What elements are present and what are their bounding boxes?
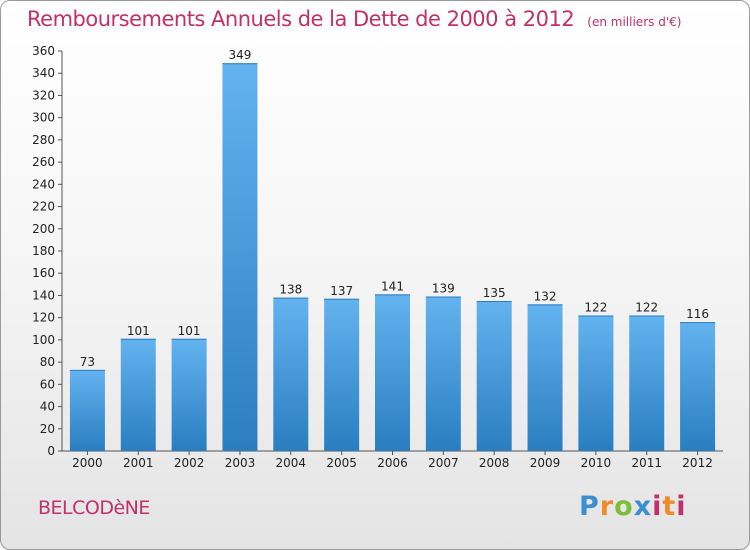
x-tick-label: 2012	[682, 456, 713, 470]
bar	[578, 315, 614, 451]
data-label: 138	[279, 283, 302, 297]
bar	[324, 298, 360, 451]
x-tick-label: 2006	[377, 456, 408, 470]
y-tick-label: 220	[32, 200, 55, 214]
chart-bars: 73 101 101 349 138 137 141 139 135 132 122 122 116	[69, 48, 716, 451]
x-tick-label: 2001	[123, 456, 154, 470]
y-tick-label: 360	[32, 44, 55, 58]
y-tick-label: 100	[32, 333, 55, 347]
x-tick-label: 2000	[72, 456, 103, 470]
x-tick-label: 2003	[225, 456, 256, 470]
y-tick-label: 300	[32, 111, 55, 125]
y-tick-label: 320	[32, 88, 55, 102]
proxiti-logo[interactable]: Proxiti	[579, 491, 687, 522]
x-tick-label: 2007	[428, 456, 459, 470]
bar	[375, 294, 410, 451]
chart-unit: (en milliers d'€)	[587, 15, 682, 29]
x-tick-label: 2002	[174, 456, 205, 470]
bar	[273, 297, 309, 451]
y-tick-label: 60	[40, 377, 55, 391]
y-tick-label: 120	[32, 311, 55, 325]
data-label: 73	[80, 355, 95, 369]
y-tick-label: 280	[32, 133, 55, 147]
data-label: 137	[330, 284, 353, 298]
y-tick-label: 260	[32, 155, 55, 169]
bar	[425, 296, 461, 451]
bar	[69, 369, 105, 451]
bar	[476, 301, 512, 451]
data-label: 141	[381, 279, 404, 293]
x-tick-label: 2008	[479, 456, 510, 470]
y-tick-label: 200	[32, 222, 55, 236]
bar	[171, 338, 207, 451]
y-tick-label: 20	[40, 422, 55, 436]
data-label: 116	[686, 307, 709, 321]
chart-title-text: Remboursements Annuels de la Dette de 20…	[27, 7, 575, 31]
y-tick-label: 180	[32, 244, 55, 258]
x-tick-label: 2005	[326, 456, 357, 470]
x-tick-label: 2004	[276, 456, 307, 470]
bar	[680, 322, 716, 451]
commune-name: BELCODèNE	[38, 497, 150, 519]
data-label: 135	[483, 286, 506, 300]
bar	[120, 338, 156, 451]
y-tick-label: 160	[32, 266, 55, 280]
chart-title: Remboursements Annuels de la Dette de 20…	[27, 7, 681, 31]
y-tick-label: 240	[32, 177, 55, 191]
x-tick-label: 2011	[631, 456, 662, 470]
chart-axes: 0 20 40 60 80 100 120 140 160 180 200 220 240 260 280 3…	[32, 44, 723, 470]
y-tick-label: 80	[40, 355, 55, 369]
data-label: 122	[635, 300, 658, 314]
data-label: 101	[127, 324, 150, 338]
bar	[527, 304, 563, 451]
data-label: 132	[534, 289, 557, 303]
y-tick-label: 140	[32, 288, 55, 302]
y-tick-label: 0	[47, 444, 55, 458]
x-tick-label: 2010	[581, 456, 612, 470]
data-label: 101	[178, 324, 201, 338]
y-tick-label: 40	[40, 400, 55, 414]
data-label: 122	[584, 300, 607, 314]
bar	[222, 63, 258, 451]
data-label: 349	[229, 48, 252, 62]
bar	[629, 315, 665, 451]
y-tick-label: 340	[32, 66, 55, 80]
x-tick-label: 2009	[530, 456, 561, 470]
data-label: 139	[432, 282, 455, 296]
